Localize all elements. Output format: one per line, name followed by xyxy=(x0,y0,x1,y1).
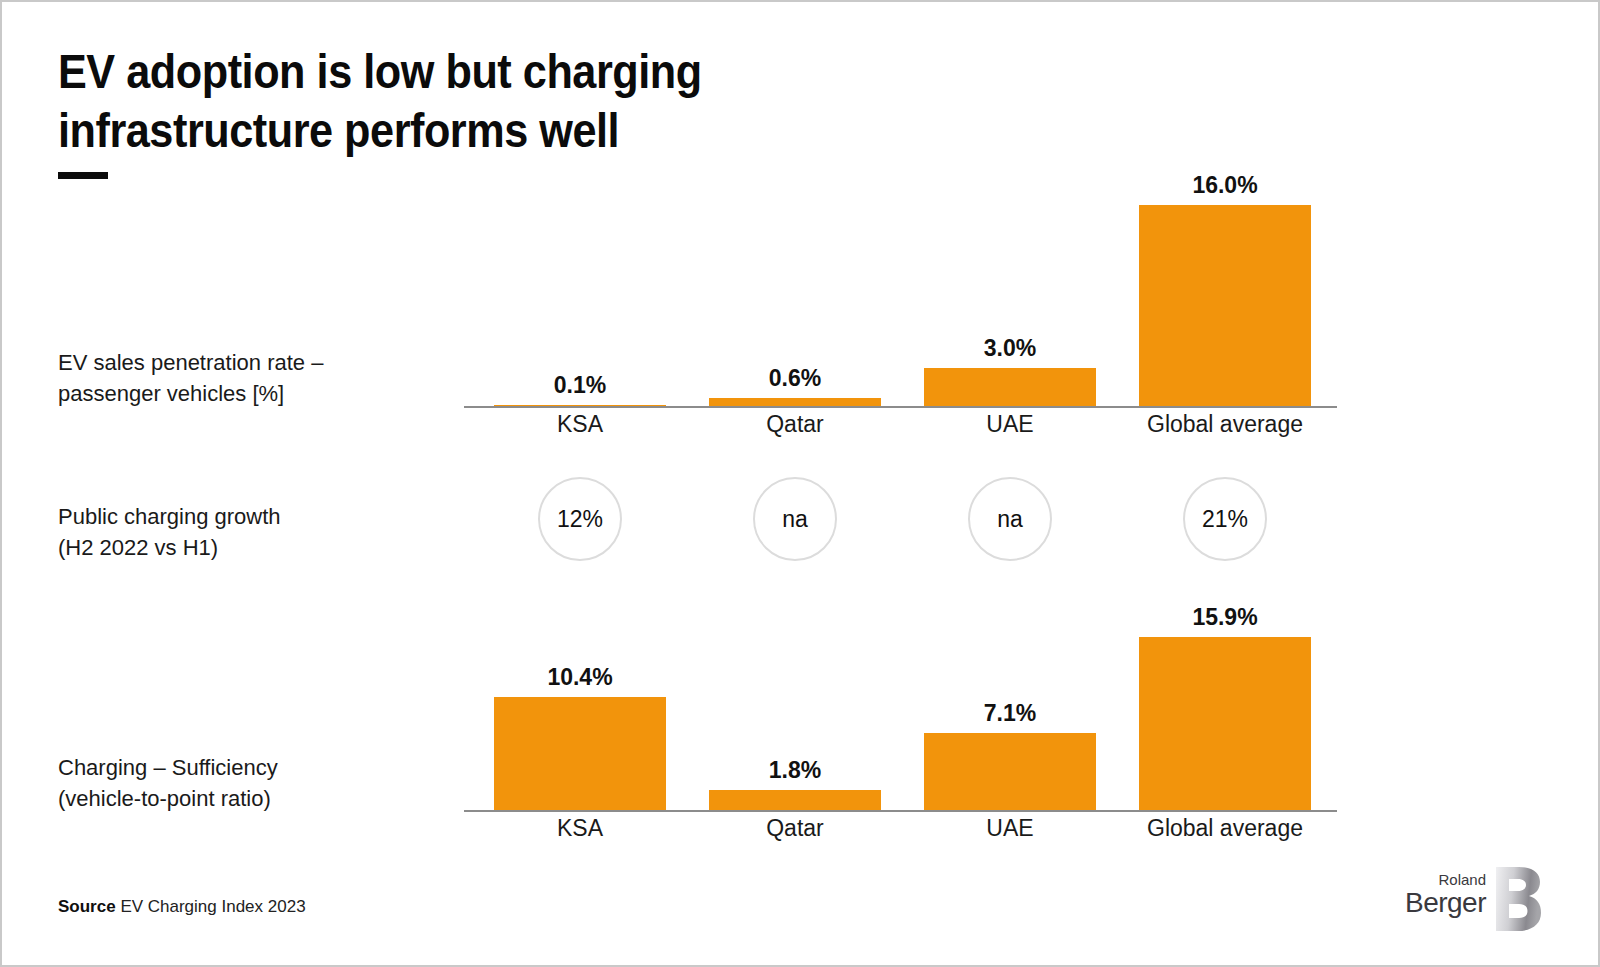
logo-text-roland: Roland xyxy=(1358,872,1486,888)
bar-value-label: 1.8% xyxy=(709,757,881,784)
bar-value-label: 7.1% xyxy=(924,700,1096,727)
bar-uae xyxy=(924,733,1096,810)
row-label-line: (H2 2022 vs H1) xyxy=(58,532,281,563)
rb-monogram-icon xyxy=(1496,866,1542,936)
bar-value-label: 0.6% xyxy=(709,365,881,392)
category-label: Qatar xyxy=(688,411,903,438)
page-title-line2: infrastructure performs well xyxy=(58,101,702,160)
page-title-line1: EV adoption is low but charging xyxy=(58,42,702,101)
bar-value-label: 15.9% xyxy=(1139,604,1311,631)
slide-root: EV adoption is low but charging infrastr… xyxy=(0,0,1600,967)
row-label-line: passenger vehicles [%] xyxy=(58,378,323,409)
row-label-line: EV sales penetration rate – xyxy=(58,347,323,378)
row-label-line: Public charging growth xyxy=(58,501,281,532)
bar-value-label: 10.4% xyxy=(494,664,666,691)
row-label-line: (vehicle-to-point ratio) xyxy=(58,783,278,814)
bar-value-label: 3.0% xyxy=(924,335,1096,362)
title-underline xyxy=(58,172,108,179)
category-label: KSA xyxy=(473,411,688,438)
category-label: Global average xyxy=(1118,411,1333,438)
chart-baseline xyxy=(464,810,1337,812)
page-title: EV adoption is low but charging infrastr… xyxy=(58,42,702,160)
category-label: KSA xyxy=(473,815,688,842)
kpi-circle-ksa: 12% xyxy=(538,477,622,561)
category-label: UAE xyxy=(903,411,1118,438)
bar-uae xyxy=(924,368,1096,406)
bar-ksa xyxy=(494,697,666,810)
roland-berger-logo: Roland Berger xyxy=(1358,866,1542,936)
row-label-line: Charging – Sufficiency xyxy=(58,752,278,783)
bar-qatar xyxy=(709,790,881,810)
chart-baseline xyxy=(464,406,1337,408)
row-label-charging-sufficiency: Charging – Sufficiency (vehicle-to-point… xyxy=(58,752,278,814)
source-label: Source xyxy=(58,897,116,916)
logo-wordmark: Roland Berger xyxy=(1358,866,1486,918)
bar-qatar xyxy=(709,398,881,406)
kpi-circle-qatar: na xyxy=(753,477,837,561)
kpi-circle-uae: na xyxy=(968,477,1052,561)
bar-global-average xyxy=(1139,205,1311,406)
bar-value-label: 16.0% xyxy=(1139,172,1311,199)
row-label-public-charging-growth: Public charging growth (H2 2022 vs H1) xyxy=(58,501,281,563)
category-label: Qatar xyxy=(688,815,903,842)
bar-ksa xyxy=(494,405,666,406)
source-note: Source EV Charging Index 2023 xyxy=(58,897,306,917)
kpi-circle-global-average: 21% xyxy=(1183,477,1267,561)
bar-value-label: 0.1% xyxy=(494,372,666,399)
logo-text-berger: Berger xyxy=(1358,888,1486,918)
bar-global-average xyxy=(1139,637,1311,810)
source-text: EV Charging Index 2023 xyxy=(120,897,305,916)
row-label-ev-sales-penetration: EV sales penetration rate – passenger ve… xyxy=(58,347,323,409)
category-label: Global average xyxy=(1118,815,1333,842)
category-label: UAE xyxy=(903,815,1118,842)
